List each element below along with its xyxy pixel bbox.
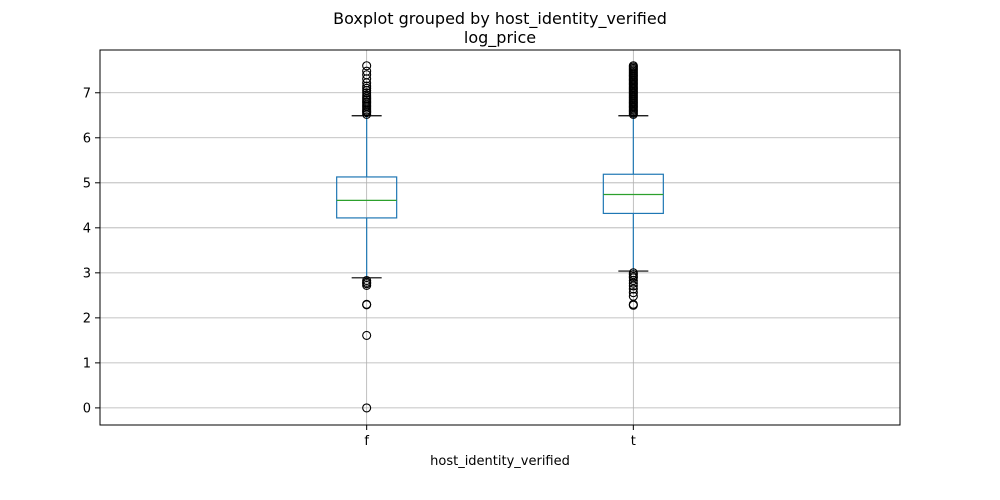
chart-subtitle: log_price xyxy=(464,28,536,48)
y-tick-label: 0 xyxy=(83,401,91,416)
boxes-layer xyxy=(336,61,664,413)
iqr-box xyxy=(602,173,664,215)
outlier-point xyxy=(628,275,638,286)
box-group-t xyxy=(602,61,664,310)
outlier-point xyxy=(362,66,372,76)
x-tick-label: f xyxy=(364,434,369,449)
axis-ticks: 0 1 2 3 4 5 6 7 f t xyxy=(83,86,636,449)
y-tick-label: 2 xyxy=(83,311,91,326)
outlier-point xyxy=(628,61,638,71)
outlier-point xyxy=(362,83,372,93)
outlier-point xyxy=(362,403,372,413)
x-tick-label: t xyxy=(631,434,636,449)
y-tick-label: 4 xyxy=(83,221,91,236)
outlier-point xyxy=(628,281,638,291)
x-axis-label: host_identity_verified xyxy=(430,454,570,469)
iqr-box xyxy=(336,176,398,219)
outlier-point xyxy=(362,280,372,290)
outlier-point xyxy=(628,288,638,298)
outlier-point xyxy=(362,88,372,98)
outlier-point xyxy=(362,70,372,80)
outlier-point xyxy=(362,61,372,71)
outlier-point xyxy=(628,284,638,294)
y-tick-label: 6 xyxy=(83,131,91,146)
y-tick-label: 1 xyxy=(83,356,91,371)
outlier-point xyxy=(362,330,372,340)
outlier-point xyxy=(362,81,372,91)
outlier-point xyxy=(362,300,372,310)
plot-frame xyxy=(99,49,901,426)
outlier-point xyxy=(628,278,638,288)
y-tick-label: 3 xyxy=(83,266,91,281)
grid-lines xyxy=(100,50,900,425)
outlier-point xyxy=(362,90,372,100)
y-tick-label: 7 xyxy=(83,86,91,101)
box-group-f xyxy=(336,61,398,413)
y-tick-label: 5 xyxy=(83,176,91,191)
chart-title: Boxplot grouped by host_identity_verifie… xyxy=(333,9,667,29)
outlier-point xyxy=(628,300,638,310)
